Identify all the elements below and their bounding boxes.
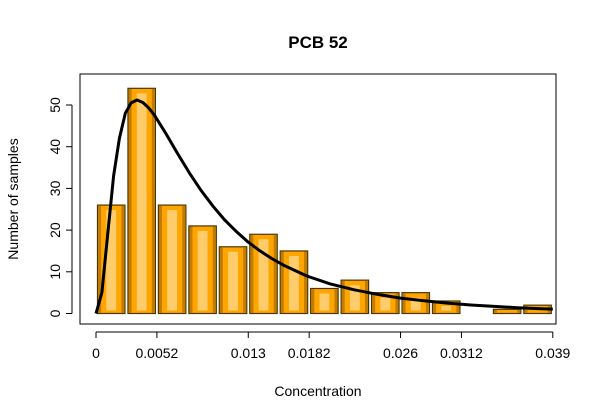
bar-highlight — [289, 255, 299, 311]
bar-shade-left — [372, 293, 376, 313]
x-tick-label: 0.039 — [535, 345, 570, 361]
bar-highlight — [106, 210, 117, 311]
bar-shade-right — [425, 293, 429, 313]
x-tick-label: 0.0182 — [288, 345, 331, 361]
histogram-bar — [340, 279, 370, 315]
bar-shade-left — [189, 226, 193, 313]
bar-highlight — [410, 297, 421, 311]
histogram-bar — [127, 87, 157, 315]
y-axis-label: Number of samples — [5, 138, 21, 259]
bar-shade-right — [517, 309, 521, 313]
y-tick-label: 10 — [47, 264, 63, 280]
bar-body — [492, 308, 522, 315]
y-tick-label: 20 — [47, 222, 63, 238]
chart-title: PCB 52 — [288, 33, 348, 52]
bar-shade-left — [98, 205, 102, 313]
bar-shade-right — [151, 88, 155, 313]
bar-shade-right — [456, 301, 460, 313]
bar-highlight — [441, 305, 452, 311]
histogram-bar — [218, 246, 248, 315]
bar-shade-left — [250, 234, 254, 313]
bar-shade-right — [182, 205, 186, 313]
y-tick-label: 40 — [47, 139, 63, 155]
fitted-density-curve — [94, 98, 553, 314]
x-tick-label: 0.0312 — [440, 345, 483, 361]
x-tick-label: 0.026 — [383, 345, 418, 361]
x-tick-label: 0.013 — [231, 345, 266, 361]
bar-shade-left — [493, 309, 497, 313]
x-axis-label: Concentration — [274, 383, 361, 399]
histogram-bar — [492, 308, 522, 315]
plot-area-border — [79, 73, 557, 325]
bar-highlight — [197, 230, 208, 311]
bar-shade-right — [395, 293, 399, 313]
bar-highlight — [258, 239, 269, 311]
y-tick-label: 30 — [47, 180, 63, 196]
x-axis: 0 0.0052 0.013 0.0182 0.026 0.0312 0.039 — [92, 331, 571, 361]
bar-shade-left — [159, 205, 163, 313]
histogram-bar — [279, 250, 309, 315]
bar-shade-right — [212, 226, 216, 313]
bar-highlight — [167, 210, 178, 311]
y-tick-label: 50 — [47, 97, 63, 113]
histogram-bar — [401, 292, 431, 315]
bar-highlight — [136, 93, 147, 311]
bar-highlight — [349, 285, 360, 311]
bar-shade-left — [341, 280, 345, 313]
histogram-bar — [310, 287, 339, 315]
y-tick-label: 0 — [47, 309, 63, 317]
bar-shade-right — [273, 234, 277, 313]
bar-highlight — [380, 297, 391, 311]
bar-shade-left — [402, 293, 406, 313]
bar-highlight — [319, 293, 330, 311]
bar-shade-left — [280, 251, 284, 313]
bar-shade-left — [311, 289, 315, 313]
bar-shade-right — [243, 247, 247, 313]
bars-group — [96, 87, 552, 315]
histogram-bar — [157, 204, 187, 315]
bar-shade-right — [121, 205, 125, 313]
y-axis: 0 10 20 30 40 50 — [47, 97, 73, 317]
bar-shade-right — [364, 280, 368, 313]
histogram-bar — [188, 225, 217, 315]
x-tick-label: 0 — [92, 345, 100, 361]
bar-shade-right — [334, 289, 338, 313]
x-tick-label: 0.0052 — [135, 345, 178, 361]
bar-highlight — [228, 251, 238, 311]
bar-shade-left — [433, 301, 437, 313]
bar-shade-left — [128, 88, 132, 313]
bar-shade-right — [304, 251, 308, 313]
bar-shade-left — [219, 247, 223, 313]
